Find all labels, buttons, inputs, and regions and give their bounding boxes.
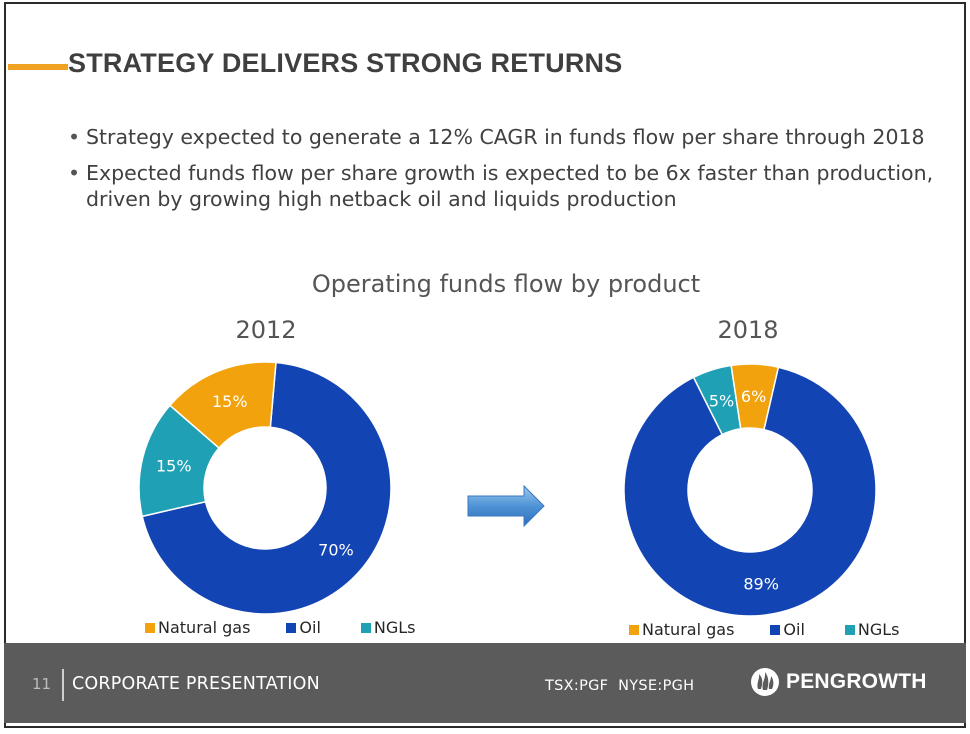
slice-label-ngls: 5% xyxy=(709,391,734,410)
slice-natural-gas xyxy=(730,363,780,431)
page-number: 11 xyxy=(32,675,52,693)
presentation-name: CORPORATE PRESENTATION xyxy=(72,674,320,694)
slice-label-oil: 89% xyxy=(743,574,779,593)
slice-label-oil: 70% xyxy=(318,541,354,560)
slice-label-natural-gas: 15% xyxy=(212,392,248,411)
legend-swatch xyxy=(286,622,297,633)
bullet-item: Expected funds flow per share growth is … xyxy=(66,160,936,212)
legend-2018: Natural gas Oil NGLs xyxy=(629,620,900,639)
legend-swatch xyxy=(844,624,855,635)
legend-swatch xyxy=(145,622,155,633)
right-arrow-icon xyxy=(467,484,545,528)
slice-label-natural-gas: 6% xyxy=(741,387,766,406)
slice-label-ngls: 15% xyxy=(156,456,192,475)
chart-title: Operating funds flow by product xyxy=(311,270,701,298)
slice-oil xyxy=(623,366,877,617)
company-logo: PENGROWTH xyxy=(750,667,927,697)
legend-item-natural-gas: Natural gas xyxy=(145,618,250,637)
title-accent-bar xyxy=(8,64,68,70)
logo-wordmark: PENGROWTH xyxy=(786,670,927,693)
bullet-list: Strategy expected to generate a 12% CAGR… xyxy=(66,124,936,222)
pengrowth-flame-icon xyxy=(751,668,779,696)
footer: 11 CORPORATE PRESENTATION TSX:PGF NYSE:P… xyxy=(4,643,966,723)
slide xyxy=(4,2,966,728)
footer-divider xyxy=(62,669,64,701)
donut-2018: 89% 5% 6% xyxy=(623,363,877,617)
stock-tickers: TSX:PGF NYSE:PGH xyxy=(545,678,695,694)
legend-item-ngls: NGLs xyxy=(844,620,900,639)
legend-swatch xyxy=(629,624,639,635)
legend-item-oil: Oil xyxy=(770,620,805,639)
legend-2012: Natural gas Oil NGLs xyxy=(145,618,416,637)
legend-item-natural-gas: Natural gas xyxy=(629,620,734,639)
slide-title: STRATEGY DELIVERS STRONG RETURNS xyxy=(68,48,623,78)
chart-2012-label: 2012 xyxy=(235,316,297,344)
chart-2018-label: 2018 xyxy=(717,316,779,344)
donut-2012: 70% 15% 15% xyxy=(138,361,392,615)
legend-item-oil: Oil xyxy=(286,618,321,637)
slice-natural-gas xyxy=(168,361,277,450)
slice-oil xyxy=(141,361,392,615)
bullet-item: Strategy expected to generate a 12% CAGR… xyxy=(66,124,936,150)
legend-swatch xyxy=(360,622,371,633)
legend-item-ngls: NGLs xyxy=(360,618,416,637)
legend-swatch xyxy=(770,624,781,635)
